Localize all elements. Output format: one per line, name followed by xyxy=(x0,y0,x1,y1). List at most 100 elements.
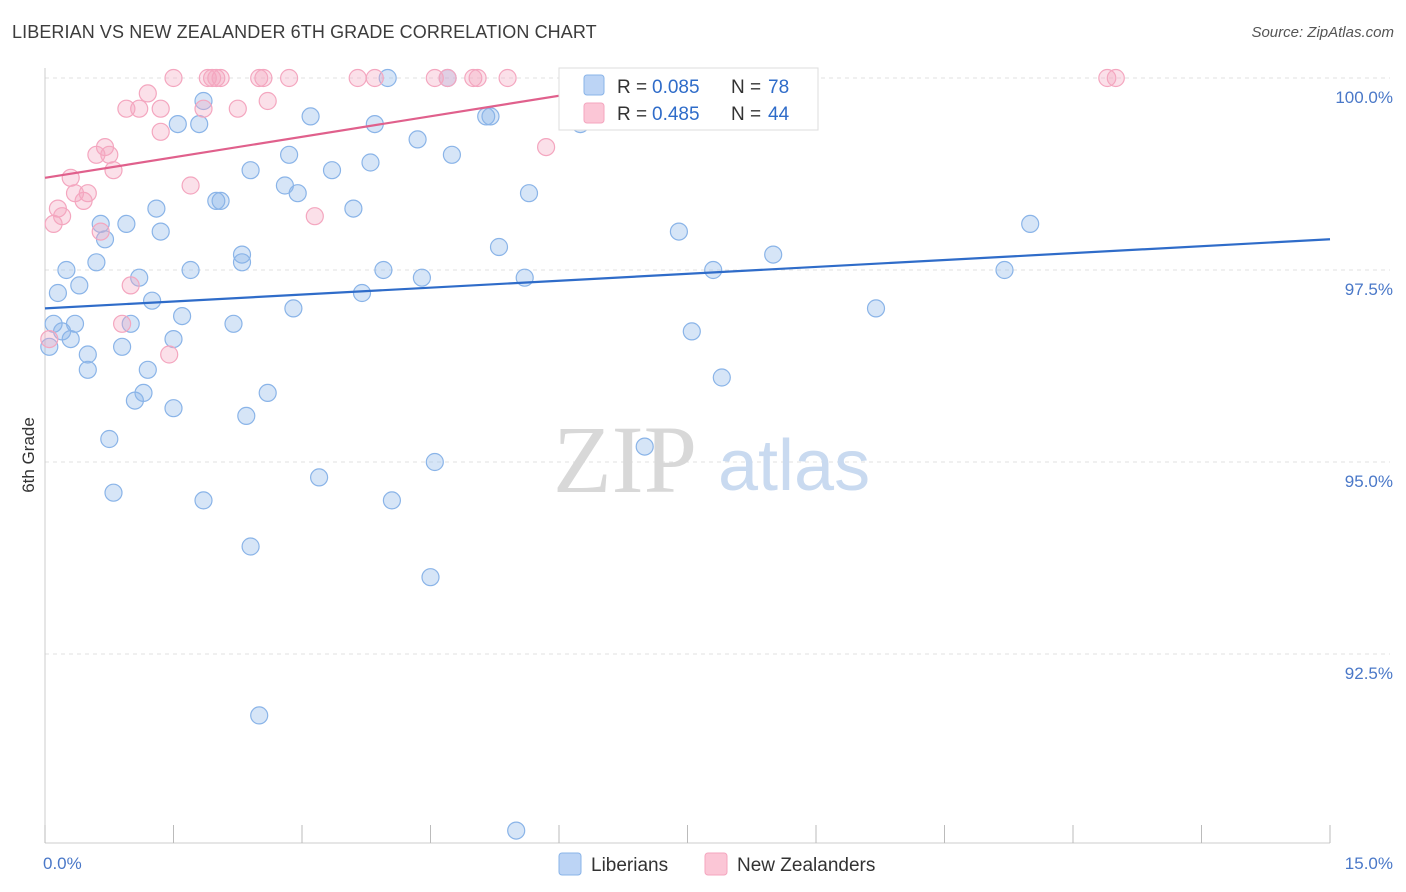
liberians-point xyxy=(40,337,59,356)
legend-r-value-liberians: 0.085 xyxy=(652,77,700,98)
new-zealanders-point xyxy=(104,161,123,180)
new-zealanders-point xyxy=(112,314,132,333)
liberians-point xyxy=(151,222,170,241)
new-zealanders-point xyxy=(40,330,59,349)
series-liberians-points xyxy=(40,68,1040,840)
y-tick-label: 97.5% xyxy=(1345,280,1393,299)
liberians-point xyxy=(425,452,444,472)
liberians-point xyxy=(301,107,320,126)
liberians-point xyxy=(361,153,380,172)
bottom-legend-label-liberians: Liberians xyxy=(591,855,668,876)
x-tick-labels: 0.0% 15.0% xyxy=(43,854,1393,873)
liberians-point xyxy=(382,491,401,510)
new-zealanders-point xyxy=(438,68,457,88)
liberians-point xyxy=(164,399,183,418)
liberians-point xyxy=(104,483,123,502)
liberians-point xyxy=(378,68,397,88)
liberians-point xyxy=(147,199,166,218)
series-new-zealanders-points xyxy=(40,68,1125,364)
legend-r-label-new-zealanders: R = xyxy=(617,104,647,125)
liberians-point xyxy=(288,184,307,203)
watermark-atlas: atlas xyxy=(718,426,870,506)
liberians-point xyxy=(232,245,252,264)
new-zealanders-point xyxy=(468,68,487,88)
liberians-point xyxy=(866,299,886,318)
legend-n-label-liberians: N = xyxy=(731,77,761,98)
liberians-point xyxy=(237,406,256,425)
liberians-point xyxy=(117,214,136,233)
liberians-point xyxy=(241,537,260,556)
liberians-point xyxy=(134,383,153,402)
new-zealanders-point xyxy=(164,68,183,88)
liberians-point xyxy=(143,291,162,310)
legend-r-value-new-zealanders: 0.485 xyxy=(652,104,700,125)
new-zealanders-point xyxy=(254,68,273,88)
liberians-point xyxy=(712,368,731,387)
new-zealanders-point xyxy=(498,68,517,88)
liberians-point xyxy=(280,145,299,164)
legend-swatch-liberians xyxy=(583,74,605,96)
stats-legend: R = 0.085 N = 78 R = 0.485 N = 44 xyxy=(558,67,819,131)
new-zealanders-point xyxy=(78,184,97,203)
liberians-point xyxy=(194,91,213,111)
liberians-point xyxy=(250,706,269,725)
new-zealanders-point xyxy=(100,145,119,164)
liberians-point xyxy=(207,191,226,210)
liberians-point xyxy=(344,199,363,218)
liberians-point xyxy=(168,114,187,134)
liberians-point xyxy=(1021,214,1040,233)
liberians-point xyxy=(48,283,68,303)
liberians-point xyxy=(258,383,277,402)
liberians-point xyxy=(112,337,132,356)
chart-title: LIBERIAN VS NEW ZEALANDER 6TH GRADE CORR… xyxy=(12,22,597,42)
y-tick-label: 100.0% xyxy=(1335,88,1393,107)
bottom-legend-swatch-liberians xyxy=(558,852,582,876)
liberians-point xyxy=(489,237,509,257)
new-zealanders-point xyxy=(121,276,140,295)
liberians-trend-line xyxy=(44,238,1331,310)
liberians-point xyxy=(70,276,89,295)
source-label: Source: ZipAtlas.com xyxy=(1251,24,1394,41)
y-tick-labels: 100.0% 97.5% 95.0% 92.5% xyxy=(1335,88,1393,683)
new-zealanders-point xyxy=(91,222,110,241)
liberians-point xyxy=(310,468,329,487)
new-zealanders-point xyxy=(1106,68,1125,88)
y-tick-label: 92.5% xyxy=(1345,664,1393,683)
liberians-point xyxy=(100,429,119,449)
new-zealanders-point xyxy=(160,345,179,364)
liberians-point xyxy=(164,330,183,349)
series-legend: Liberians New Zealanders xyxy=(558,852,875,876)
liberians-point xyxy=(232,253,252,272)
new-zealanders-point xyxy=(305,207,324,226)
watermark-zip: ZIP xyxy=(553,406,697,513)
liberians-point xyxy=(87,253,106,272)
new-zealanders-point xyxy=(181,176,200,195)
legend-n-value-liberians: 78 xyxy=(768,77,789,98)
new-zealanders-point xyxy=(258,91,277,111)
x-tick-label: 15.0% xyxy=(1345,854,1393,873)
new-zealanders-point xyxy=(228,99,247,118)
liberians-point xyxy=(173,307,192,326)
new-zealanders-point xyxy=(207,68,226,88)
y-axis-title: 6th Grade xyxy=(19,417,38,493)
liberians-point xyxy=(442,145,461,164)
liberians-point xyxy=(138,360,157,379)
liberians-point xyxy=(669,222,689,241)
new-zealanders-point xyxy=(536,138,556,157)
new-zealanders-point xyxy=(425,68,444,88)
new-zealanders-point xyxy=(151,122,170,141)
x-axis-ticks xyxy=(44,825,1331,843)
liberians-point xyxy=(519,184,539,203)
liberians-point xyxy=(421,568,440,587)
liberians-point xyxy=(322,161,342,180)
new-zealanders-point xyxy=(250,68,269,88)
new-zealanders-point xyxy=(151,99,170,118)
liberians-point xyxy=(374,260,393,280)
new-zealanders-point xyxy=(194,99,213,118)
new-zealanders-point xyxy=(211,68,230,88)
liberians-point xyxy=(995,260,1014,280)
liberians-point xyxy=(241,161,260,180)
liberians-point xyxy=(181,260,200,280)
new-zealanders-point xyxy=(138,84,157,103)
